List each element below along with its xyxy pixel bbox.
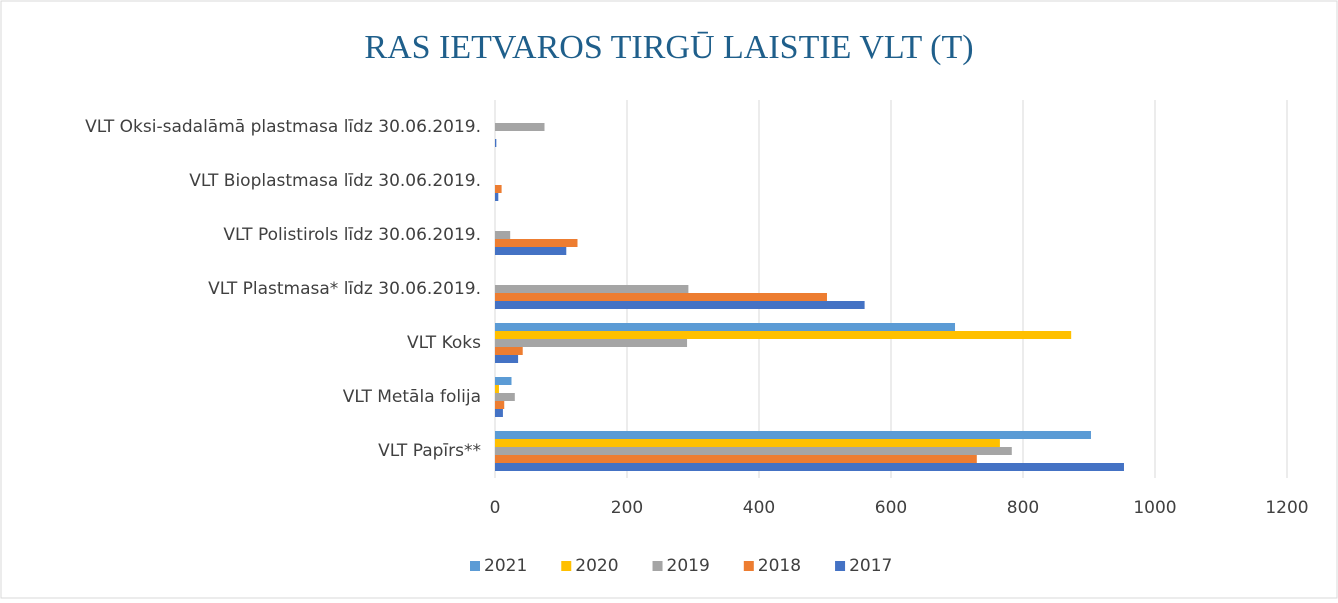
y-tick-label: VLT Bioplastmasa līdz 30.06.2019. (189, 171, 481, 191)
bar (495, 231, 511, 239)
y-tick-label: VLT Koks (407, 333, 481, 353)
y-tick-label: VLT Papīrs** (378, 441, 481, 461)
bar (495, 401, 505, 409)
bar (495, 431, 1091, 439)
legend-swatch (652, 561, 663, 571)
legend-label: 2019 (667, 556, 710, 576)
bar (495, 455, 977, 463)
legend-swatch (743, 561, 754, 571)
legend-label: 2021 (484, 556, 527, 576)
bar (495, 185, 502, 193)
legend-swatch (470, 561, 480, 571)
bar (495, 409, 503, 417)
x-tick-label: 400 (743, 498, 775, 518)
bar (495, 239, 578, 247)
bar (495, 393, 515, 401)
bar (495, 447, 1012, 455)
legend-label: 2020 (575, 556, 618, 576)
legend-label: 2017 (849, 556, 892, 576)
bar (495, 139, 497, 147)
x-tick-label: 200 (611, 498, 643, 518)
bar (495, 247, 567, 255)
bar (495, 385, 499, 393)
bar (495, 323, 956, 331)
bar (495, 301, 865, 309)
x-tick-label: 1000 (1133, 498, 1176, 518)
x-tick-label: 600 (875, 498, 907, 518)
bar (495, 355, 519, 363)
bar (495, 439, 1000, 447)
bar (495, 377, 512, 385)
y-tick-label: VLT Plastmasa* līdz 30.06.2019. (208, 279, 481, 299)
y-tick-label: VLT Metāla folija (343, 387, 481, 407)
bar (495, 193, 499, 201)
bar (495, 123, 545, 131)
legend-swatch (561, 561, 572, 571)
y-tick-label: VLT Oksi-sadalāmā plastmasa līdz 30.06.2… (85, 117, 481, 137)
legend-label: 2018 (758, 556, 801, 576)
bar (495, 463, 1124, 471)
legend-swatch (835, 561, 846, 571)
x-tick-label: 1200 (1265, 498, 1308, 518)
bar (495, 285, 689, 293)
bar (495, 339, 688, 347)
chart-title: RAS IETVAROS TIRGŪ LAISTIE VLT (T) (364, 29, 973, 66)
bar (495, 347, 523, 355)
y-tick-label: VLT Polistirols līdz 30.06.2019. (223, 225, 481, 245)
bar (495, 293, 827, 301)
bar (495, 331, 1072, 339)
x-tick-label: 0 (490, 498, 501, 518)
x-tick-label: 800 (1007, 498, 1039, 518)
